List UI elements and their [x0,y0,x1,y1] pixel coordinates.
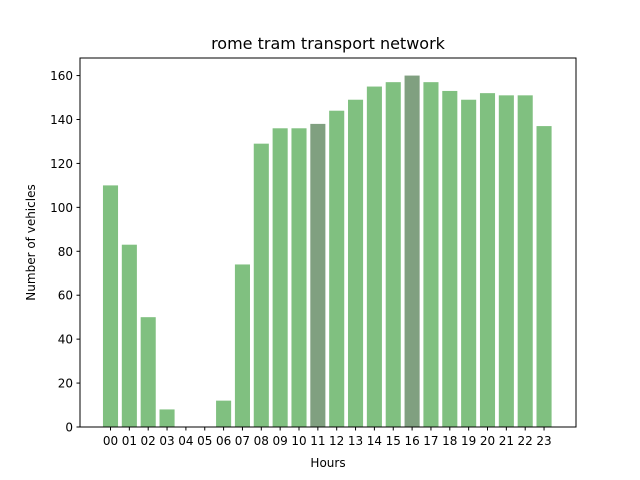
bar-18 [442,90,458,427]
x-tick-label: 09 [273,434,288,448]
y-axis-ticks: 0 20 40 60 80 100 120 140 160 [50,69,80,435]
x-tick-label: 04 [178,434,193,448]
bars-group [102,75,552,428]
x-tick-label: 03 [159,434,174,448]
y-tick-label: 20 [58,377,73,391]
chart-title: rome tram transport network [211,34,446,53]
y-tick-label: 160 [50,69,73,83]
bar-22 [517,95,533,427]
x-tick-label: 22 [518,434,533,448]
bar-13 [348,99,364,427]
bar-08 [253,143,269,427]
bar-17 [423,82,439,427]
y-tick-label: 80 [58,245,73,259]
bar-07 [234,264,250,427]
x-tick-label: 01 [122,434,137,448]
bar-21 [498,95,514,427]
x-axis-label: Hours [310,456,345,470]
x-tick-label: 02 [141,434,156,448]
x-tick-label: 23 [536,434,551,448]
bar-16 [404,75,420,427]
bar-09 [272,128,288,428]
bar-12 [329,110,345,428]
y-tick-label: 40 [58,333,73,347]
bar-15 [385,82,401,427]
x-tick-label: 11 [310,434,325,448]
x-tick-label: 07 [235,434,250,448]
bar-20 [479,93,496,427]
x-tick-label: 17 [423,434,438,448]
x-tick-label: 08 [254,434,269,448]
bar-10 [291,128,307,428]
y-tick-label: 140 [50,113,73,127]
bar-03 [159,409,175,427]
y-tick-label: 120 [50,157,73,171]
x-tick-label: 10 [291,434,306,448]
x-tick-label: 16 [404,434,419,448]
y-tick-label: 100 [50,201,73,215]
y-tick-label: 60 [58,289,73,303]
plot-frame [79,57,577,428]
bar-19 [461,99,477,427]
bar-23 [536,126,552,427]
x-tick-label: 21 [499,434,514,448]
x-tick-label: 05 [197,434,212,448]
y-axis-label: Number of vehicles [24,184,38,300]
x-tick-label: 14 [367,434,382,448]
x-tick-label: 19 [461,434,476,448]
y-tick-label: 0 [65,421,73,435]
x-tick-label: 18 [442,434,457,448]
x-tick-label: 12 [329,434,344,448]
bar-01 [121,244,137,427]
bar-00 [102,185,119,427]
bar-02 [140,317,156,427]
x-axis-ticks: 00 01 02 03 04 05 06 07 08 09 10 11 12 13 14 15 16 17 18 19… [103,427,552,448]
x-tick-label: 00 [103,434,118,448]
bar-11 [310,123,326,427]
bar-14 [366,86,382,428]
x-tick-label: 13 [348,434,363,448]
bar-06 [216,400,232,427]
x-tick-label: 20 [480,434,495,448]
x-tick-label: 15 [386,434,401,448]
x-tick-label: 06 [216,434,231,448]
